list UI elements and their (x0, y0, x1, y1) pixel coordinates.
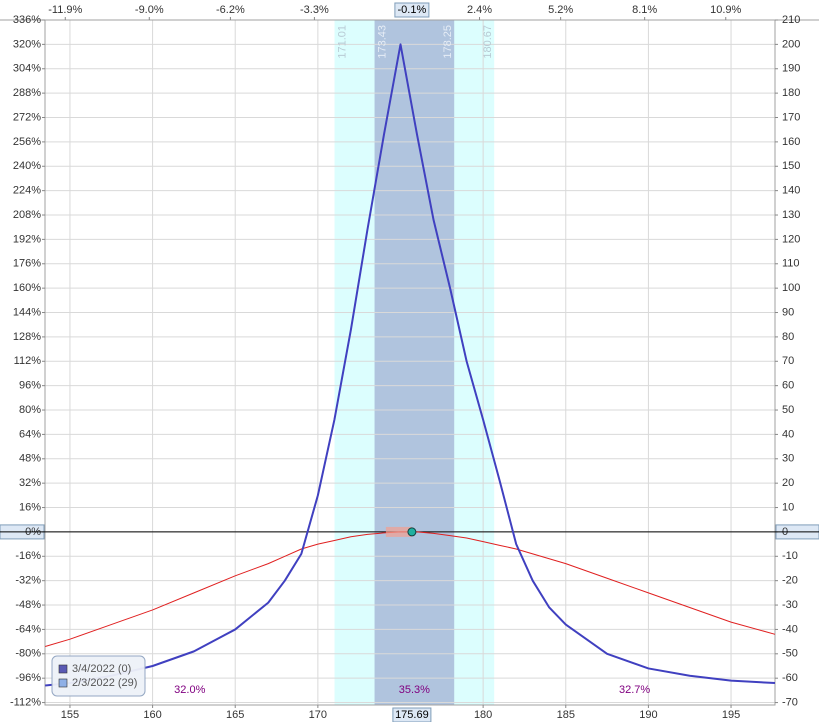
y2-tick-label: 60 (782, 380, 794, 392)
y-tick-label: 176% (13, 258, 41, 270)
x2-tick-label: 2.4% (467, 4, 492, 16)
range-band (374, 20, 455, 705)
x-tick-label: 170 (309, 709, 327, 721)
x-tick-label: 190 (639, 709, 657, 721)
x-tick-label: 185 (557, 709, 575, 721)
payoff-line (45, 43, 776, 687)
y-tick-label: 48% (19, 453, 41, 465)
y2-tick-label: 80 (782, 331, 794, 343)
probability-label: 35.3% (399, 684, 430, 696)
y-tick-label: -48% (15, 599, 41, 611)
y-tick-label: -16% (15, 550, 41, 562)
y2-tick-label: 150 (782, 160, 800, 172)
y2-tick-label: 120 (782, 233, 800, 245)
x-tick-label: 180 (474, 709, 492, 721)
y2-tick-label: 30 (782, 453, 794, 465)
y2-tick-label: 160 (782, 136, 800, 148)
y2-tick-label: 40 (782, 428, 794, 440)
legend-box (51, 655, 146, 697)
y2-tick-label: 110 (782, 258, 800, 270)
y-tick-label: 256% (13, 136, 41, 148)
y2-tick-label: -20 (782, 575, 798, 587)
x2-tick-label: -9.0% (135, 4, 164, 16)
x2-tick-label: 5.2% (548, 4, 573, 16)
y2-tick-label: -70 (782, 696, 798, 708)
y-tick-label: -96% (15, 672, 41, 684)
y-tick-label: 240% (13, 160, 41, 172)
y-tick-label: 320% (13, 38, 41, 50)
current-change-label: -0.1% (398, 4, 427, 16)
y2-tick-label: 70 (782, 355, 794, 367)
legend-label: 2/3/2022 (29) (72, 677, 137, 689)
probability-label: 32.0% (174, 684, 205, 696)
legend-swatch (58, 664, 68, 674)
y2-tick-label: -60 (782, 672, 798, 684)
y2-tick-label: 50 (782, 404, 794, 416)
band-label: 180.67 (482, 25, 494, 59)
y2-tick-label: 20 (782, 477, 794, 489)
y2-tick-label: 130 (782, 209, 800, 221)
y2-tick-label: -50 (782, 648, 798, 660)
band-label: 178.25 (442, 25, 454, 59)
current-price-box (392, 707, 432, 722)
y-tick-label: 16% (19, 501, 41, 513)
y2-tick-label: 140 (782, 185, 800, 197)
y-tick-label: 224% (13, 185, 41, 197)
x2-tick-label: 10.9% (710, 4, 741, 16)
y-tick-label: -112% (10, 696, 41, 708)
current-price-marker (407, 527, 417, 537)
y-tick-label: 64% (19, 428, 41, 440)
y2-tick-label: -10 (782, 550, 798, 562)
x2-tick-label: 8.1% (632, 4, 657, 16)
x-tick-label: 165 (226, 709, 244, 721)
y2-tick-label: -30 (782, 599, 798, 611)
y-tick-label: 96% (19, 380, 41, 392)
y-tick-label: 128% (13, 331, 41, 343)
y-tick-label: 272% (13, 111, 41, 123)
y2-tick-label: 170 (782, 111, 800, 123)
x-tick-label: 155 (61, 709, 79, 721)
x2-tick-label: -11.9% (48, 4, 82, 16)
y-tick-label: 208% (13, 209, 41, 221)
y-tick-label: 32% (19, 477, 41, 489)
x-tick-label: 195 (722, 709, 740, 721)
legend-label: 3/4/2022 (0) (72, 663, 131, 675)
x-tick-label: 160 (143, 709, 161, 721)
x2-tick-label: -6.2% (216, 4, 245, 16)
band-label: 171.01 (336, 25, 348, 59)
x2-tick-label: -3.3% (300, 4, 329, 16)
current-change-box (394, 2, 430, 18)
y2-tick-label: 210 (782, 14, 800, 26)
y-tick-label: 112% (14, 355, 42, 367)
current-price-label: 175.69 (395, 709, 429, 721)
y-tick-label: -64% (15, 623, 41, 635)
y2-tick-label: 200 (782, 38, 800, 50)
probability-label: 32.7% (619, 684, 650, 696)
price-highlight (385, 526, 412, 537)
y-tick-label: 304% (13, 63, 41, 75)
y2-tick-label: 90 (782, 306, 794, 318)
y2-tick-label: 190 (782, 63, 800, 75)
y2-tick-label: 10 (782, 501, 794, 513)
y-tick-label: 160% (13, 282, 41, 294)
legend-swatch (58, 678, 68, 688)
y-tick-label: 192% (13, 233, 41, 245)
y-tick-label: 80% (19, 404, 41, 416)
y-tick-label: -80% (15, 648, 41, 660)
y-tick-label: 288% (13, 87, 41, 99)
y-tick-label: 336% (13, 14, 41, 26)
y-tick-label: 144% (13, 306, 41, 318)
band-label: 173.43 (376, 25, 388, 59)
y-tick-label: -32% (15, 575, 41, 587)
y2-tick-label: 180 (782, 87, 800, 99)
y2-tick-label: -40 (782, 623, 798, 635)
y2-tick-label: 100 (782, 282, 800, 294)
